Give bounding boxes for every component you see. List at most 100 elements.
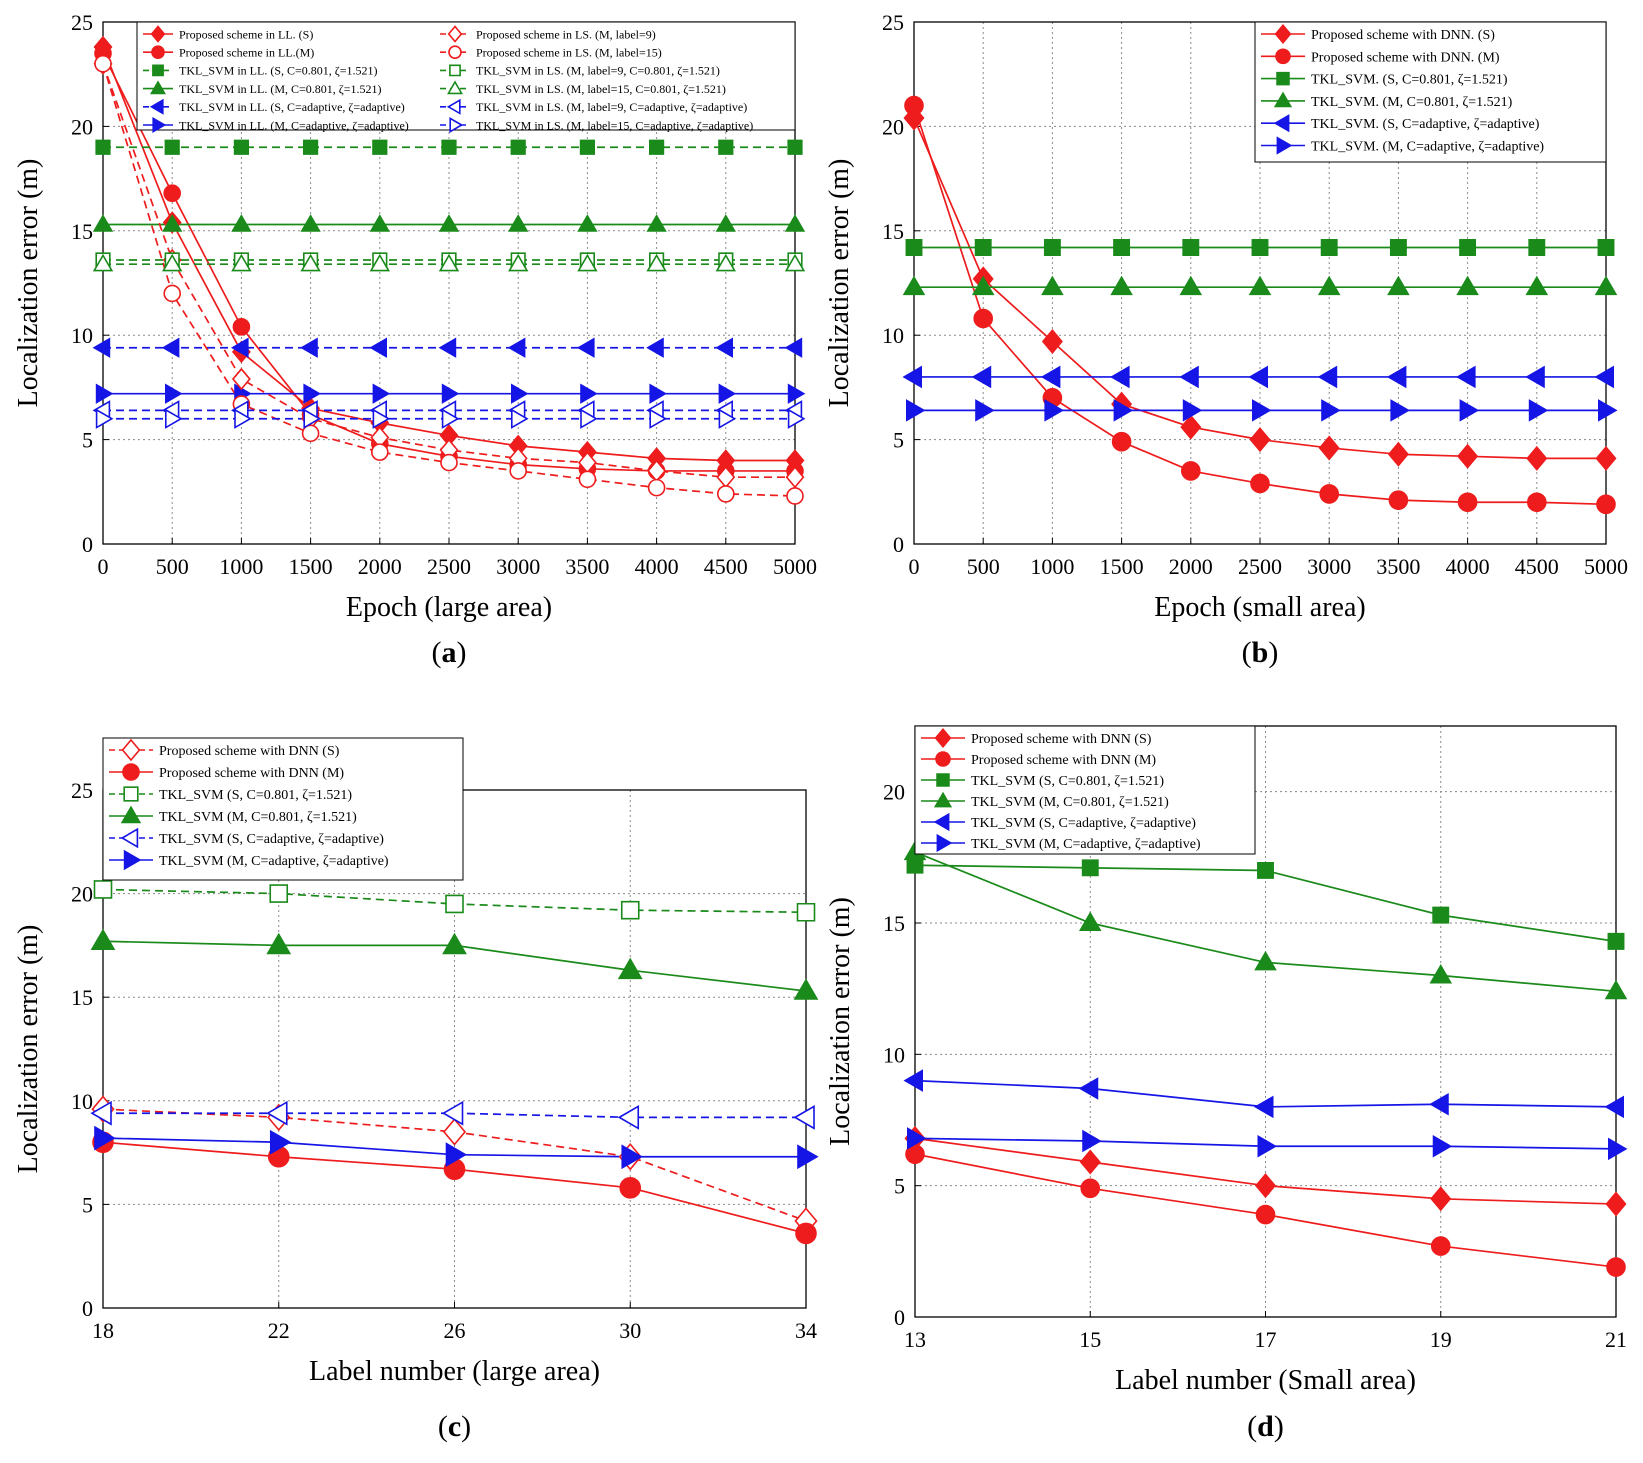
data-point: [787, 408, 806, 429]
data-point: [507, 337, 526, 358]
data-point: [1387, 275, 1410, 296]
legend-entry: TKL_SVM (M, C=0.801, ζ=1.521): [971, 795, 1169, 810]
data-point: [1456, 365, 1476, 389]
data-point: [1257, 862, 1274, 879]
data-point: [646, 337, 664, 358]
y-axis-label: Localization error (m): [824, 159, 855, 408]
y-axis-label: Localization error (m): [825, 897, 856, 1146]
legend-marker: [120, 805, 142, 824]
data-point: [303, 383, 321, 404]
data-point: [1606, 1257, 1626, 1277]
data-point: [1386, 365, 1407, 389]
data-point: [578, 470, 597, 489]
data-point: [163, 184, 181, 203]
x-tick-label: 30: [619, 1318, 641, 1343]
legend-entry: Proposed scheme with DNN. (S): [1311, 28, 1495, 43]
legend-entry: TKL_SVM. (S, C=adaptive, ζ=adaptive): [1311, 117, 1540, 132]
legend-entry: TKL_SVM in LS. (M, label=9, C=adaptive, …: [476, 100, 747, 114]
x-axis-label: Label number (Small area): [1115, 1365, 1416, 1396]
legend-entry: TKL_SVM (M, C=adaptive, ζ=adaptive): [159, 854, 389, 869]
data-point: [1319, 484, 1339, 504]
legend-marker: [123, 849, 142, 871]
data-point: [906, 399, 926, 422]
data-point: [441, 408, 460, 429]
legend: Proposed scheme with DNN (S) Proposed sch…: [914, 725, 1256, 855]
data-point: [511, 383, 529, 404]
data-point: [1604, 1095, 1624, 1119]
y-tick-label: 5: [894, 1174, 905, 1199]
data-point: [1113, 399, 1134, 422]
data-point: [786, 487, 804, 505]
legend-entry: TKL_SVM in LS. (M, label=9, C=0.801, ζ=1…: [476, 64, 720, 78]
data-point: [508, 253, 529, 272]
y-tick-label: 15: [882, 219, 904, 244]
data-point: [647, 478, 666, 497]
marker-layer: [92, 35, 806, 505]
data-point: [715, 253, 736, 272]
data-point: [647, 459, 667, 483]
data-point: [303, 139, 319, 155]
legend-marker: [446, 98, 461, 115]
data-point: [617, 1104, 640, 1130]
x-tick-label: 21: [1605, 1327, 1627, 1352]
data-point: [1390, 399, 1410, 422]
legend-entry: Proposed scheme in LS. (M, label=9): [476, 27, 656, 41]
legend-entry: TKL_SVM (S, C=adaptive, ζ=adaptive): [159, 832, 384, 847]
data-point: [1179, 275, 1203, 296]
y-tick-label: 0: [893, 532, 904, 557]
legend-marker: [933, 791, 953, 808]
y-tick-label: 15: [71, 219, 93, 244]
data-point: [231, 214, 252, 232]
x-tick-label: 4000: [1446, 554, 1490, 579]
data-point: [369, 337, 387, 358]
data-point: [266, 932, 292, 955]
data-point: [1430, 1186, 1452, 1212]
data-point: [649, 383, 667, 404]
panel-label: (c): [438, 1410, 471, 1443]
data-point: [445, 894, 464, 914]
y-axis-label: Localization error (m): [13, 925, 44, 1174]
data-point: [1254, 1095, 1274, 1119]
legend-marker: [933, 812, 950, 832]
legend-marker: [934, 728, 952, 748]
data-point: [1249, 427, 1271, 453]
legend-entry: TKL_SVM (M, C=adaptive, ζ=adaptive): [971, 837, 1201, 852]
x-tick-label: 26: [444, 1318, 466, 1343]
data-point: [971, 365, 992, 389]
data-point: [715, 337, 733, 358]
data-point: [1527, 492, 1547, 513]
data-point: [649, 408, 667, 429]
data-point: [784, 337, 803, 358]
data-point: [438, 337, 457, 358]
data-point: [511, 408, 529, 429]
x-tick-label: 5000: [773, 554, 817, 579]
data-point: [975, 399, 995, 422]
data-point: [902, 365, 922, 389]
data-point: [1320, 239, 1338, 256]
data-point: [577, 337, 595, 358]
data-point: [1387, 441, 1409, 467]
data-point: [90, 928, 116, 951]
legend-marker: [150, 25, 166, 43]
data-point: [1525, 365, 1545, 389]
data-point: [95, 139, 111, 155]
data-point: [718, 383, 737, 404]
legend-entry: TKL_SVM in LS. (M, label=15, C=0.801, ζ=…: [476, 82, 726, 96]
data-point: [1248, 365, 1268, 389]
data-point: [577, 214, 598, 232]
data-point: [1389, 239, 1407, 256]
data-point: [162, 214, 183, 232]
x-tick-label: 18: [92, 1318, 114, 1343]
x-tick-label: 15: [1079, 1327, 1101, 1352]
legend-marker: [1273, 114, 1290, 133]
data-point: [646, 253, 667, 272]
legend-box: [1254, 21, 1607, 163]
x-tick-label: 13: [904, 1327, 926, 1352]
legend-marker: [447, 25, 463, 43]
x-tick-label: 34: [795, 1318, 817, 1343]
legend-marker: [1273, 91, 1293, 108]
data-point: [95, 408, 114, 429]
y-tick-label: 10: [883, 1042, 905, 1067]
data-point: [718, 408, 737, 429]
